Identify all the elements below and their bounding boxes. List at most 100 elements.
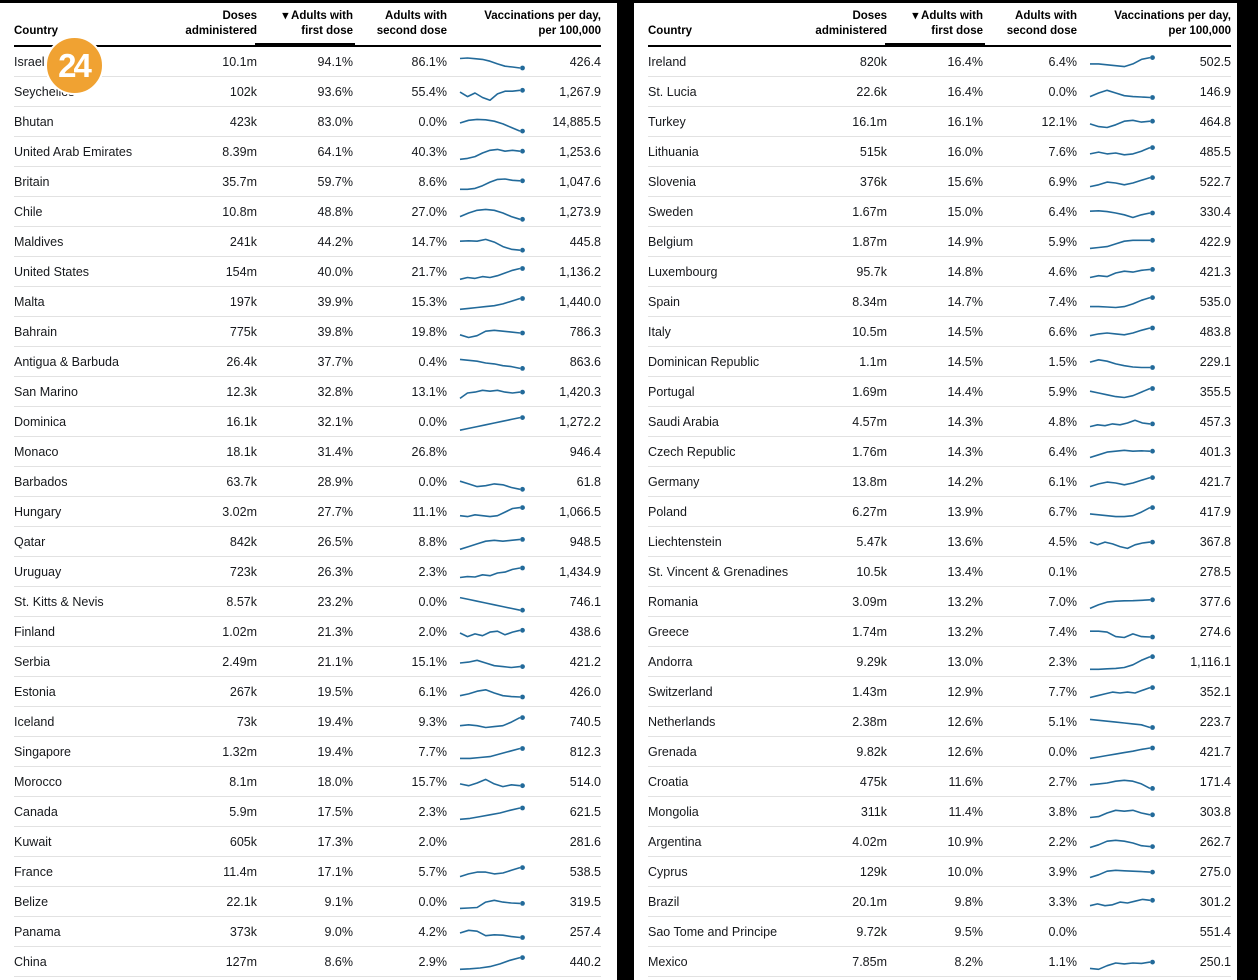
country-cell: Grenada xyxy=(648,744,697,759)
doses-cell: 1.76m xyxy=(852,444,887,459)
second-dose-cell: 6.6% xyxy=(1048,324,1078,339)
second-dose-cell: 4.5% xyxy=(1048,534,1078,549)
column-header-country[interactable]: Country xyxy=(648,25,693,38)
column-header-second-dose[interactable]: Adults with second dose xyxy=(376,10,447,38)
country-cell: Lithuania xyxy=(648,144,699,159)
sparkline xyxy=(1077,649,1161,675)
sparkline xyxy=(1077,889,1161,915)
table-row: Greece 1.74m 13.2% 7.4% 274.6 xyxy=(648,617,1231,647)
column-header-country[interactable]: Country xyxy=(14,25,59,38)
second-dose-cell: 7.4% xyxy=(1048,294,1078,309)
doses-cell: 775k xyxy=(229,324,257,339)
doses-cell: 95.7k xyxy=(856,264,887,279)
table-row: Finland 1.02m 21.3% 2.0% 438.6 xyxy=(14,617,601,647)
second-dose-cell: 7.7% xyxy=(1048,684,1078,699)
per-day-cell: 522.7 xyxy=(1199,174,1231,189)
sparkline xyxy=(1077,589,1161,615)
sparkline xyxy=(447,889,531,915)
column-header-first-dose-sorted[interactable]: ▾ Adults with first dose xyxy=(885,9,985,47)
column-header-per-day[interactable]: Vaccinations per day, per 100,000 xyxy=(1114,10,1231,38)
column-header-doses[interactable]: Doses administered xyxy=(815,10,887,38)
doses-cell: 1.43m xyxy=(852,684,887,699)
per-day-cell: 1,267.9 xyxy=(559,84,601,99)
table-row: Barbados 63.7k 28.9% 0.0% 61.8 xyxy=(14,467,601,497)
per-day-cell: 1,136.2 xyxy=(559,264,601,279)
doses-cell: 10.5m xyxy=(852,324,887,339)
column-header-per-day[interactable]: Vaccinations per day, per 100,000 xyxy=(484,10,601,38)
sparkline xyxy=(1077,409,1161,435)
sparkline xyxy=(447,229,531,255)
per-day-cell: 422.9 xyxy=(1199,234,1231,249)
doses-cell: 73k xyxy=(236,714,257,729)
doses-cell: 373k xyxy=(229,924,257,939)
country-cell: Israel xyxy=(14,54,45,69)
per-day-cell: 514.0 xyxy=(569,774,601,789)
first-dose-cell: 93.6% xyxy=(317,84,353,99)
column-header-doses[interactable]: Doses administered xyxy=(185,10,257,38)
doses-cell: 26.4k xyxy=(226,354,257,369)
first-dose-cell: 83.0% xyxy=(317,114,353,129)
table-row: United Arab Emirates 8.39m 64.1% 40.3% 1,253… xyxy=(14,137,601,167)
second-dose-cell: 14.7% xyxy=(411,234,447,249)
country-cell: Seychelles xyxy=(14,84,75,99)
country-cell: Uruguay xyxy=(14,564,62,579)
second-dose-cell: 0.0% xyxy=(418,114,448,129)
sparkline xyxy=(447,919,531,945)
per-day-cell: 863.6 xyxy=(569,354,601,369)
per-day-cell: 61.8 xyxy=(576,474,601,489)
second-dose-cell: 2.7% xyxy=(1048,774,1078,789)
doses-cell: 9.82k xyxy=(856,744,887,759)
table-row: Andorra 9.29k 13.0% 2.3% 1,116.1 xyxy=(648,647,1231,677)
second-dose-cell: 4.8% xyxy=(1048,414,1078,429)
column-header-first-dose-sorted[interactable]: ▾ Adults with first dose xyxy=(255,9,355,47)
first-dose-cell: 13.9% xyxy=(947,504,983,519)
sparkline xyxy=(447,139,531,165)
first-dose-cell: 39.8% xyxy=(317,324,353,339)
table-row: Sao Tome and Principe 9.72k 9.5% 0.0% 551.4 xyxy=(648,917,1231,947)
first-dose-cell: 39.9% xyxy=(317,294,353,309)
first-dose-cell: 15.6% xyxy=(947,174,983,189)
second-dose-cell: 26.8% xyxy=(411,444,447,459)
second-dose-cell: 0.0% xyxy=(418,474,448,489)
first-dose-cell: 19.4% xyxy=(317,744,353,759)
per-day-cell: 786.3 xyxy=(569,324,601,339)
second-dose-cell: 2.3% xyxy=(418,804,448,819)
per-day-cell: 445.8 xyxy=(569,234,601,249)
per-day-cell: 535.0 xyxy=(1199,294,1231,309)
country-cell: Bahrain xyxy=(14,324,58,339)
first-dose-cell: 15.0% xyxy=(947,204,983,219)
country-cell: Singapore xyxy=(14,744,71,759)
first-dose-cell: 11.6% xyxy=(948,774,983,789)
doses-cell: 8.1m xyxy=(229,774,257,789)
sparkline xyxy=(447,949,531,975)
first-dose-cell: 14.7% xyxy=(947,294,983,309)
doses-cell: 35.7m xyxy=(222,174,257,189)
vaccination-table-left: Country Doses administered ▾ Adults with… xyxy=(0,3,617,977)
table-row: Iceland 73k 19.4% 9.3% 740.5 xyxy=(14,707,601,737)
country-cell: Saudi Arabia xyxy=(648,414,719,429)
first-dose-cell: 14.2% xyxy=(947,474,983,489)
per-day-cell: 301.2 xyxy=(1199,894,1231,909)
per-day-cell: 229.1 xyxy=(1199,354,1231,369)
per-day-cell: 330.4 xyxy=(1199,204,1231,219)
country-cell: France xyxy=(14,864,53,879)
second-dose-cell: 0.4% xyxy=(418,354,448,369)
table-row: Ireland 820k 16.4% 6.4% 502.5 xyxy=(648,47,1231,77)
doses-cell: 376k xyxy=(859,174,887,189)
country-cell: Hungary xyxy=(14,504,62,519)
country-cell: St. Vincent & Grenadines xyxy=(648,564,789,579)
first-dose-cell: 8.6% xyxy=(324,954,354,969)
column-header-second-dose[interactable]: Adults with second dose xyxy=(1006,10,1077,38)
table-row: Antigua & Barbuda 26.4k 37.7% 0.4% 863.6 xyxy=(14,347,601,377)
table-row: Netherlands 2.38m 12.6% 5.1% 223.7 xyxy=(648,707,1231,737)
country-cell: Belgium xyxy=(648,234,694,249)
second-dose-cell: 6.4% xyxy=(1048,204,1078,219)
sparkline xyxy=(447,529,531,555)
second-dose-cell: 6.7% xyxy=(1048,504,1078,519)
table-body: Ireland 820k 16.4% 6.4% 502.5 St. Lucia 22.6k 1… xyxy=(648,47,1231,977)
country-cell: Sao Tome and Principe xyxy=(648,924,778,939)
table-row: Britain 35.7m 59.7% 8.6% 1,047.6 xyxy=(14,167,601,197)
sparkline xyxy=(1077,679,1161,705)
per-day-cell: 1,440.0 xyxy=(559,294,601,309)
table-row: France 11.4m 17.1% 5.7% 538.5 xyxy=(14,857,601,887)
